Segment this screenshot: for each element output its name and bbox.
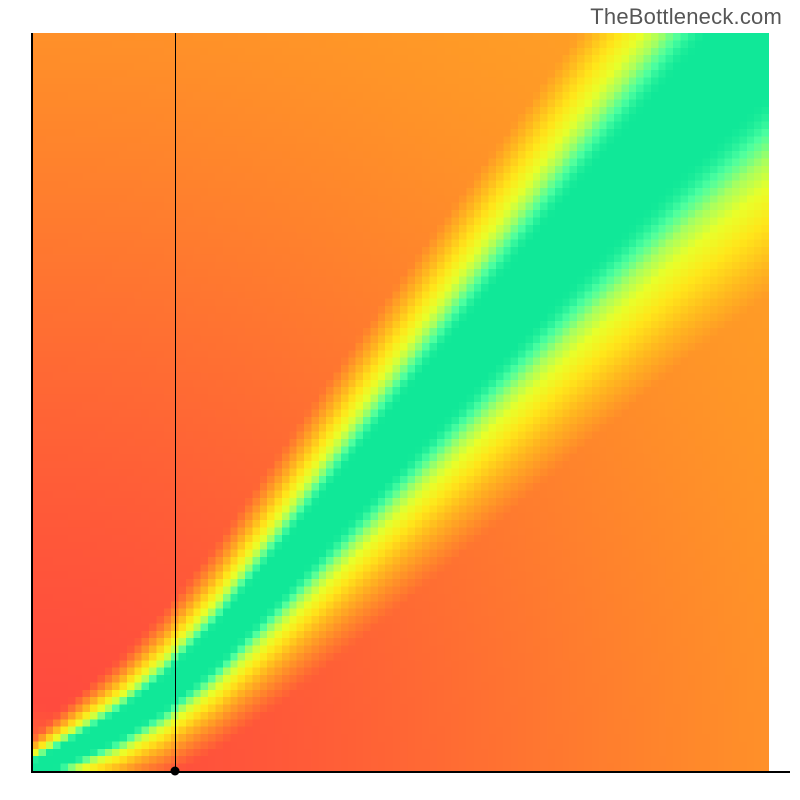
watermark-text: TheBottleneck.com [590, 4, 782, 30]
marker-dot [170, 767, 179, 776]
marker-vertical-line [175, 33, 176, 771]
heatmap-canvas [31, 33, 769, 771]
y-axis-line [31, 33, 33, 773]
bottleneck-heatmap [31, 33, 769, 771]
x-axis-line [31, 771, 790, 773]
